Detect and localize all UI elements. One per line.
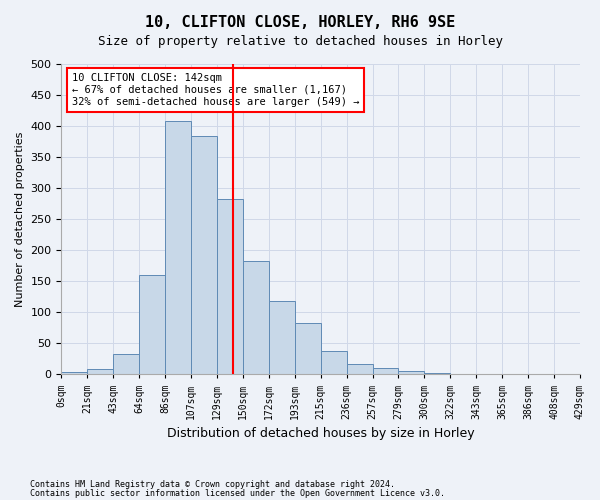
Bar xyxy=(191,136,217,374)
Text: 10, CLIFTON CLOSE, HORLEY, RH6 9SE: 10, CLIFTON CLOSE, HORLEY, RH6 9SE xyxy=(145,15,455,30)
Bar xyxy=(321,351,347,374)
Text: 10 CLIFTON CLOSE: 142sqm
← 67% of detached houses are smaller (1,167)
32% of sem: 10 CLIFTON CLOSE: 142sqm ← 67% of detach… xyxy=(72,74,359,106)
Bar xyxy=(139,275,165,374)
Bar xyxy=(113,354,139,374)
Bar xyxy=(295,323,321,374)
Bar xyxy=(398,372,424,374)
X-axis label: Distribution of detached houses by size in Horley: Distribution of detached houses by size … xyxy=(167,427,475,440)
Y-axis label: Number of detached properties: Number of detached properties xyxy=(15,132,25,307)
Bar xyxy=(243,261,269,374)
Text: Contains public sector information licensed under the Open Government Licence v3: Contains public sector information licen… xyxy=(30,488,445,498)
Text: Contains HM Land Registry data © Crown copyright and database right 2024.: Contains HM Land Registry data © Crown c… xyxy=(30,480,395,489)
Bar xyxy=(165,121,191,374)
Bar xyxy=(269,301,295,374)
Bar xyxy=(347,364,373,374)
Bar xyxy=(88,370,113,374)
Bar xyxy=(217,198,243,374)
Bar xyxy=(373,368,398,374)
Bar xyxy=(424,373,451,374)
Text: Size of property relative to detached houses in Horley: Size of property relative to detached ho… xyxy=(97,35,503,48)
Bar xyxy=(61,372,88,374)
